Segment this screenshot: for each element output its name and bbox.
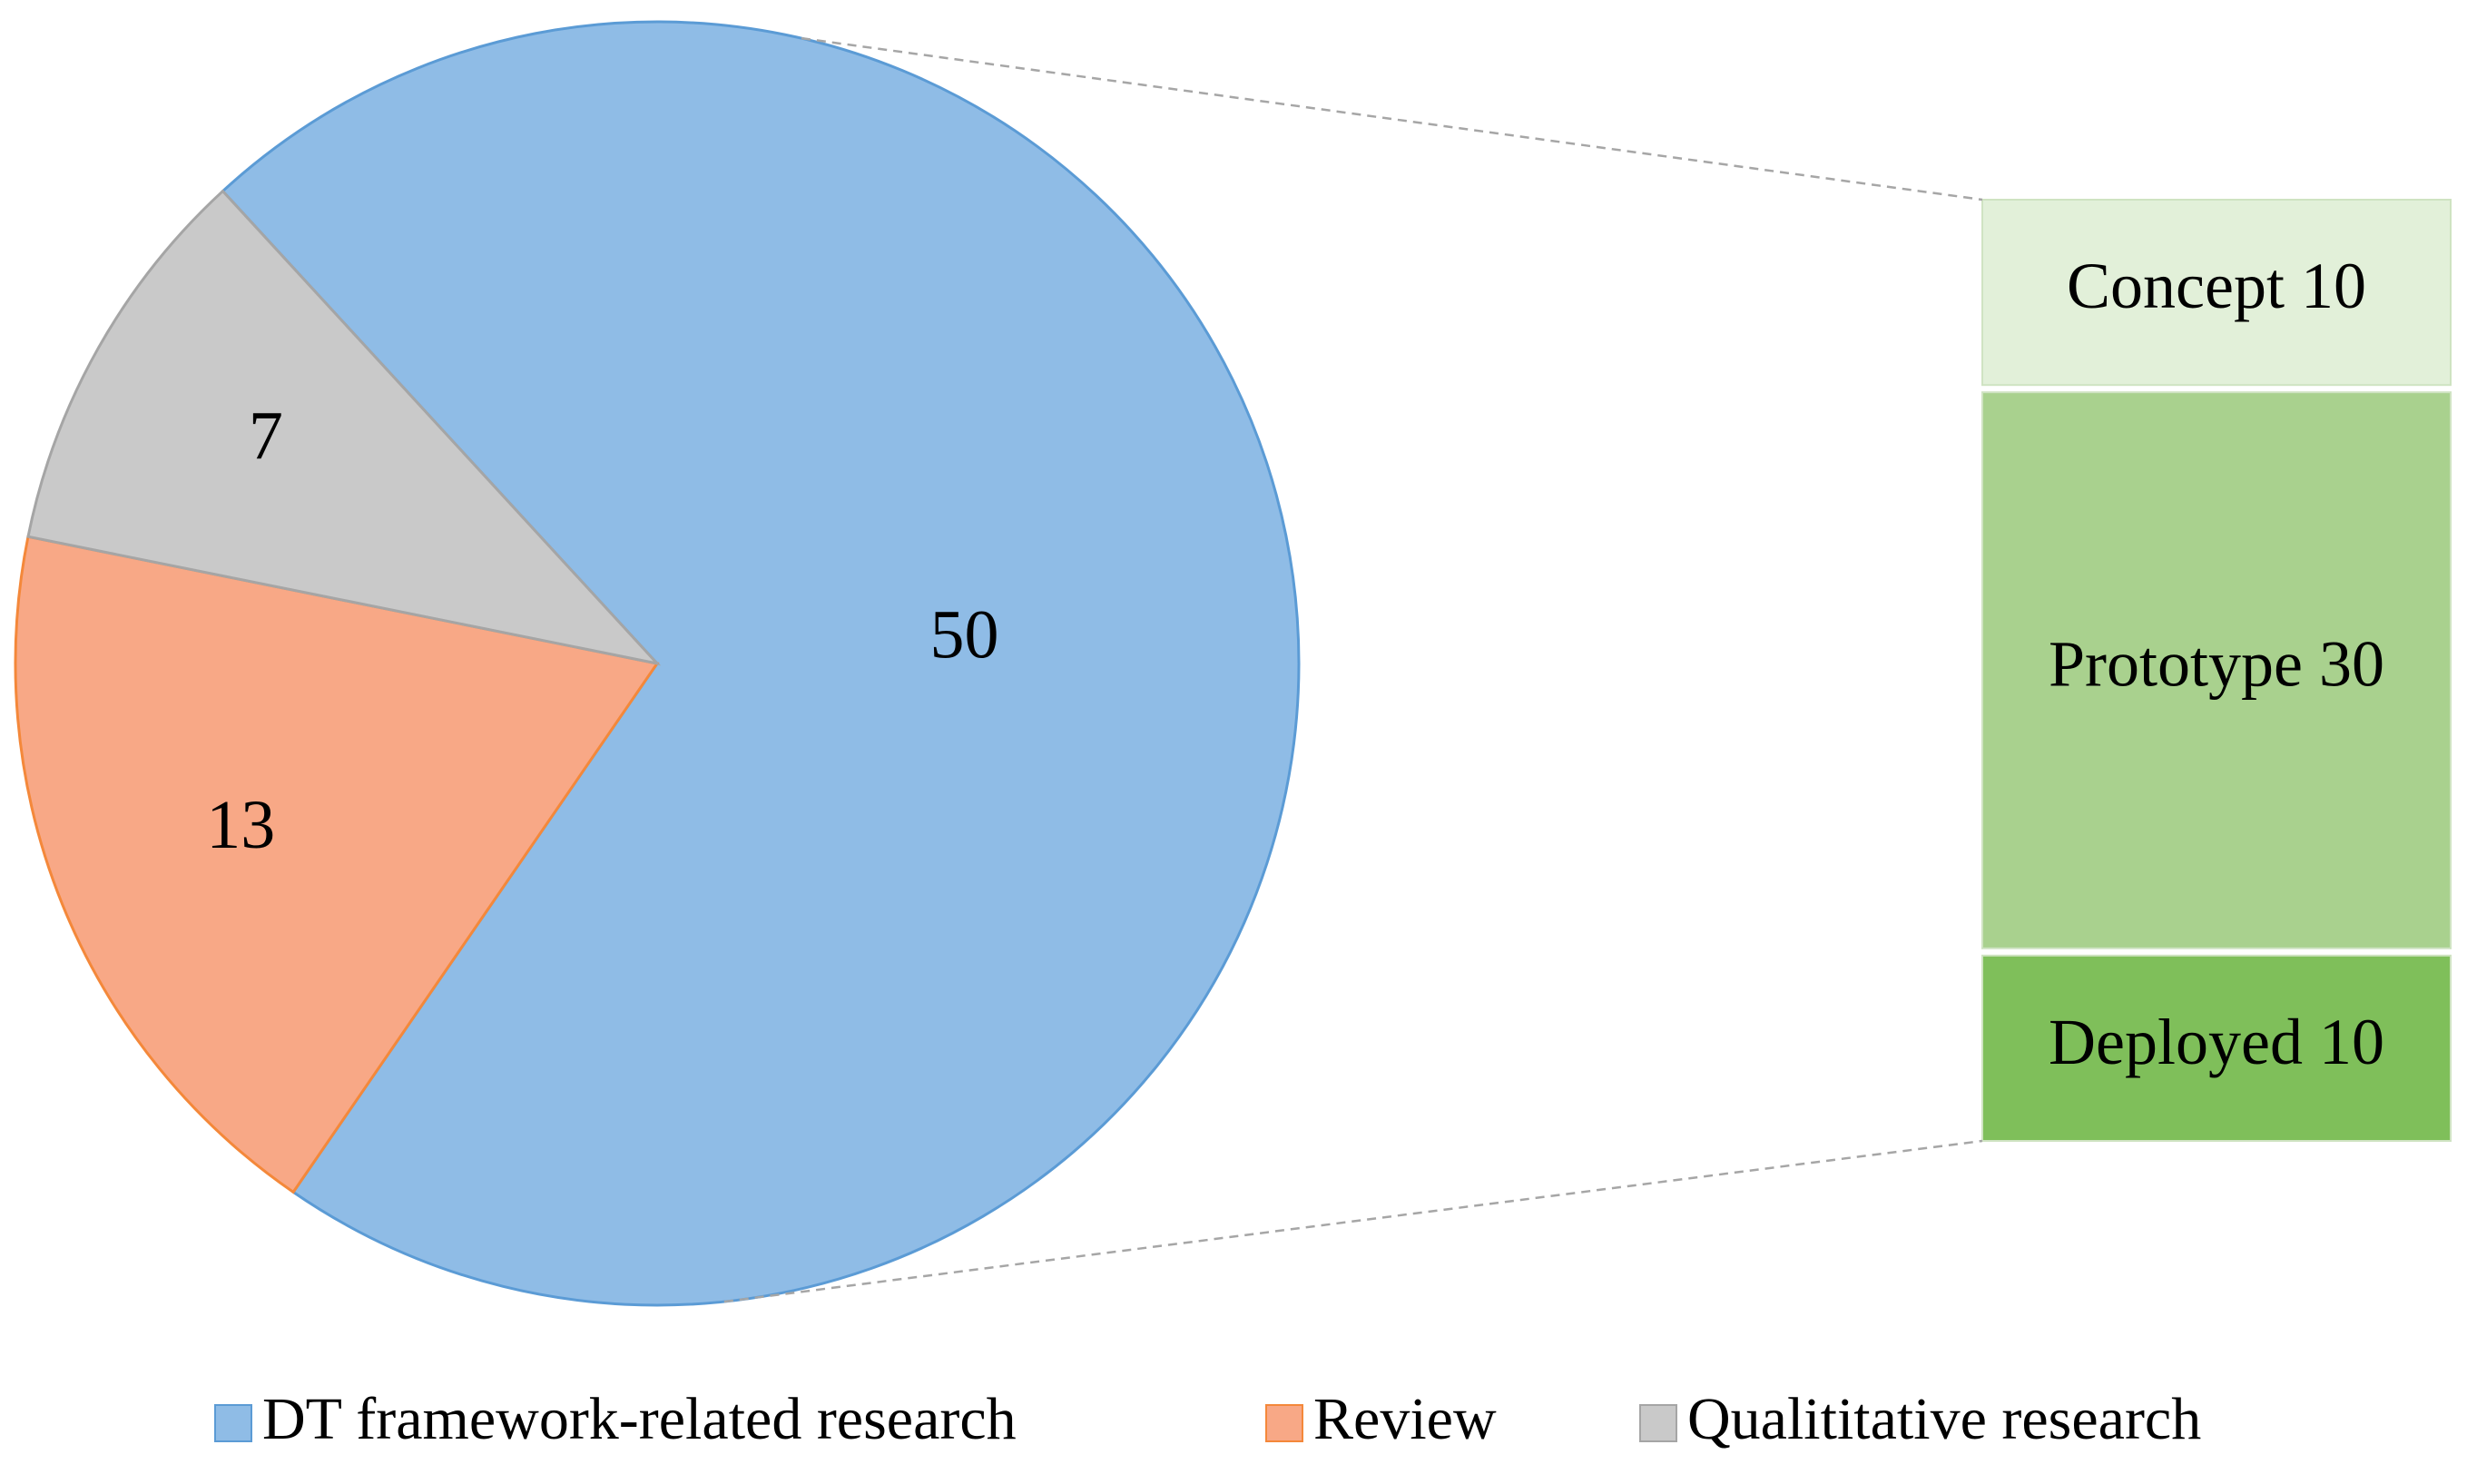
bar-label: Concept 10 bbox=[2067, 250, 2366, 322]
bar-value: 10 bbox=[2319, 1005, 2384, 1077]
bar-segment bbox=[1981, 954, 2452, 1143]
bar-label: Deployed 10 bbox=[2049, 1005, 2384, 1077]
connector bbox=[723, 1139, 1983, 1303]
pie-slice bbox=[14, 535, 660, 1194]
legend-label: Review bbox=[1313, 1386, 1497, 1452]
legend-swatch bbox=[1265, 1404, 1303, 1442]
bar-segment bbox=[1981, 391, 2452, 949]
bar-segment bbox=[1981, 199, 2452, 387]
bar-category: Prototype bbox=[2049, 627, 2303, 700]
data-label: 13 bbox=[206, 787, 275, 863]
legend-swatch bbox=[1639, 1404, 1677, 1442]
data-label: 50 bbox=[930, 597, 999, 673]
bar-category: Concept bbox=[2067, 250, 2285, 322]
bar-label: Prototype 30 bbox=[2049, 627, 2384, 700]
legend-label: DT framework-related research bbox=[262, 1386, 1017, 1452]
pie-slice bbox=[221, 20, 1301, 1307]
bar-value: 10 bbox=[2301, 250, 2366, 322]
bar-category: Deployed bbox=[2049, 1005, 2303, 1077]
data-label: 7 bbox=[249, 398, 283, 474]
connector bbox=[801, 36, 1983, 201]
legend-swatch bbox=[214, 1404, 252, 1442]
pie-slice bbox=[26, 189, 662, 666]
bar-value: 30 bbox=[2319, 627, 2384, 700]
legend-label: Qualititative research bbox=[1687, 1386, 2201, 1452]
